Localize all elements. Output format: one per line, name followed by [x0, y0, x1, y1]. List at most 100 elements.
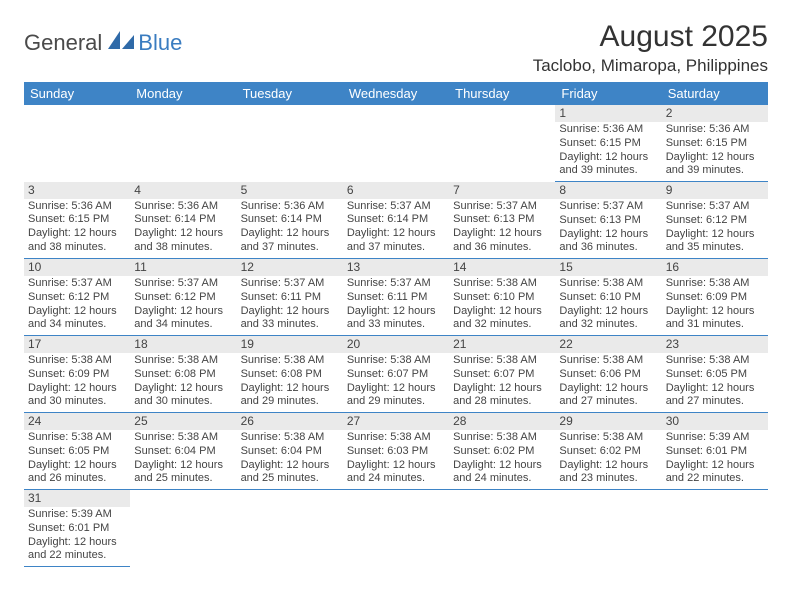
day-details: Sunrise: 5:36 AMSunset: 6:14 PMDaylight:…	[237, 199, 343, 258]
logo-text-general: General	[24, 30, 102, 56]
sunset-line: Sunset: 6:11 PM	[347, 291, 445, 305]
calendar-cell: 16Sunrise: 5:38 AMSunset: 6:09 PMDayligh…	[662, 259, 768, 336]
daylight-line-1: Daylight: 12 hours	[666, 151, 764, 165]
daylight-line-1: Daylight: 12 hours	[666, 305, 764, 319]
day-header: Saturday	[662, 82, 768, 105]
daylight-line-2: and 22 minutes.	[666, 472, 764, 486]
day-details: Sunrise: 5:38 AMSunset: 6:10 PMDaylight:…	[555, 276, 661, 335]
daylight-line-1: Daylight: 12 hours	[559, 459, 657, 473]
calendar-cell: 15Sunrise: 5:38 AMSunset: 6:10 PMDayligh…	[555, 259, 661, 336]
daylight-line-2: and 25 minutes.	[134, 472, 232, 486]
calendar-week-row: 3Sunrise: 5:36 AMSunset: 6:15 PMDaylight…	[24, 182, 768, 259]
calendar-week-row: 1Sunrise: 5:36 AMSunset: 6:15 PMDaylight…	[24, 105, 768, 182]
sunrise-line: Sunrise: 5:37 AM	[453, 200, 551, 214]
daylight-line-2: and 31 minutes.	[666, 318, 764, 332]
day-details: Sunrise: 5:37 AMSunset: 6:12 PMDaylight:…	[662, 199, 768, 258]
day-details: Sunrise: 5:38 AMSunset: 6:04 PMDaylight:…	[130, 430, 236, 489]
sunrise-line: Sunrise: 5:39 AM	[28, 508, 126, 522]
daylight-line-1: Daylight: 12 hours	[28, 382, 126, 396]
sunrise-line: Sunrise: 5:37 AM	[28, 277, 126, 291]
sunrise-line: Sunrise: 5:39 AM	[666, 431, 764, 445]
daylight-line-2: and 33 minutes.	[241, 318, 339, 332]
calendar-week-row: 24Sunrise: 5:38 AMSunset: 6:05 PMDayligh…	[24, 413, 768, 490]
day-number: 9	[662, 182, 768, 199]
daylight-line-1: Daylight: 12 hours	[559, 228, 657, 242]
calendar-cell: 18Sunrise: 5:38 AMSunset: 6:08 PMDayligh…	[130, 336, 236, 413]
sunset-line: Sunset: 6:10 PM	[559, 291, 657, 305]
calendar-cell: 24Sunrise: 5:38 AMSunset: 6:05 PMDayligh…	[24, 413, 130, 490]
sunset-line: Sunset: 6:14 PM	[134, 213, 232, 227]
day-number: 23	[662, 336, 768, 353]
daylight-line-1: Daylight: 12 hours	[28, 459, 126, 473]
daylight-line-1: Daylight: 12 hours	[134, 459, 232, 473]
title-block: August 2025 Taclobo, Mimaropa, Philippin…	[533, 20, 768, 76]
calendar-cell: 10Sunrise: 5:37 AMSunset: 6:12 PMDayligh…	[24, 259, 130, 336]
day-header: Tuesday	[237, 82, 343, 105]
calendar-cell	[343, 490, 449, 567]
day-details: Sunrise: 5:38 AMSunset: 6:05 PMDaylight:…	[24, 430, 130, 489]
daylight-line-1: Daylight: 12 hours	[453, 382, 551, 396]
sunrise-line: Sunrise: 5:38 AM	[28, 431, 126, 445]
sunset-line: Sunset: 6:05 PM	[666, 368, 764, 382]
daylight-line-2: and 30 minutes.	[28, 395, 126, 409]
day-details: Sunrise: 5:38 AMSunset: 6:07 PMDaylight:…	[343, 353, 449, 412]
sunrise-line: Sunrise: 5:38 AM	[559, 431, 657, 445]
daylight-line-1: Daylight: 12 hours	[347, 459, 445, 473]
sunrise-line: Sunrise: 5:38 AM	[347, 431, 445, 445]
daylight-line-2: and 24 minutes.	[453, 472, 551, 486]
daylight-line-2: and 29 minutes.	[347, 395, 445, 409]
calendar-cell: 20Sunrise: 5:38 AMSunset: 6:07 PMDayligh…	[343, 336, 449, 413]
day-number: 15	[555, 259, 661, 276]
day-details: Sunrise: 5:38 AMSunset: 6:06 PMDaylight:…	[555, 353, 661, 412]
day-details: Sunrise: 5:38 AMSunset: 6:02 PMDaylight:…	[555, 430, 661, 489]
sunrise-line: Sunrise: 5:38 AM	[134, 354, 232, 368]
calendar-cell: 21Sunrise: 5:38 AMSunset: 6:07 PMDayligh…	[449, 336, 555, 413]
daylight-line-2: and 37 minutes.	[241, 241, 339, 255]
calendar-cell	[662, 490, 768, 567]
day-details: Sunrise: 5:36 AMSunset: 6:15 PMDaylight:…	[24, 199, 130, 258]
sunrise-line: Sunrise: 5:38 AM	[666, 277, 764, 291]
daylight-line-2: and 39 minutes.	[559, 164, 657, 178]
calendar-cell: 11Sunrise: 5:37 AMSunset: 6:12 PMDayligh…	[130, 259, 236, 336]
daylight-line-2: and 28 minutes.	[453, 395, 551, 409]
sunrise-line: Sunrise: 5:37 AM	[241, 277, 339, 291]
day-details: Sunrise: 5:38 AMSunset: 6:02 PMDaylight:…	[449, 430, 555, 489]
daylight-line-1: Daylight: 12 hours	[241, 305, 339, 319]
daylight-line-2: and 22 minutes.	[28, 549, 126, 563]
day-details: Sunrise: 5:37 AMSunset: 6:12 PMDaylight:…	[130, 276, 236, 335]
sunset-line: Sunset: 6:05 PM	[28, 445, 126, 459]
sunrise-line: Sunrise: 5:37 AM	[559, 200, 657, 214]
day-header: Thursday	[449, 82, 555, 105]
calendar-week-row: 10Sunrise: 5:37 AMSunset: 6:12 PMDayligh…	[24, 259, 768, 336]
daylight-line-2: and 38 minutes.	[134, 241, 232, 255]
sunset-line: Sunset: 6:04 PM	[241, 445, 339, 459]
daylight-line-2: and 38 minutes.	[28, 241, 126, 255]
calendar-cell: 23Sunrise: 5:38 AMSunset: 6:05 PMDayligh…	[662, 336, 768, 413]
day-details: Sunrise: 5:38 AMSunset: 6:08 PMDaylight:…	[130, 353, 236, 412]
day-number: 10	[24, 259, 130, 276]
calendar-header-row: Sunday Monday Tuesday Wednesday Thursday…	[24, 82, 768, 105]
daylight-line-1: Daylight: 12 hours	[347, 305, 445, 319]
daylight-line-2: and 23 minutes.	[559, 472, 657, 486]
calendar-cell	[130, 490, 236, 567]
location-text: Taclobo, Mimaropa, Philippines	[533, 56, 768, 76]
sunset-line: Sunset: 6:12 PM	[666, 214, 764, 228]
day-number: 22	[555, 336, 661, 353]
month-title: August 2025	[533, 20, 768, 54]
day-number: 16	[662, 259, 768, 276]
day-number: 14	[449, 259, 555, 276]
calendar-cell: 1Sunrise: 5:36 AMSunset: 6:15 PMDaylight…	[555, 105, 661, 182]
calendar-cell	[449, 105, 555, 182]
sunset-line: Sunset: 6:15 PM	[666, 137, 764, 151]
day-number: 6	[343, 182, 449, 199]
sunset-line: Sunset: 6:08 PM	[241, 368, 339, 382]
calendar-cell: 14Sunrise: 5:38 AMSunset: 6:10 PMDayligh…	[449, 259, 555, 336]
day-header: Sunday	[24, 82, 130, 105]
calendar-cell: 5Sunrise: 5:36 AMSunset: 6:14 PMDaylight…	[237, 182, 343, 259]
sunrise-line: Sunrise: 5:38 AM	[241, 431, 339, 445]
calendar-cell: 29Sunrise: 5:38 AMSunset: 6:02 PMDayligh…	[555, 413, 661, 490]
sunset-line: Sunset: 6:01 PM	[28, 522, 126, 536]
calendar-cell	[343, 105, 449, 182]
daylight-line-1: Daylight: 12 hours	[241, 459, 339, 473]
daylight-line-2: and 35 minutes.	[666, 241, 764, 255]
